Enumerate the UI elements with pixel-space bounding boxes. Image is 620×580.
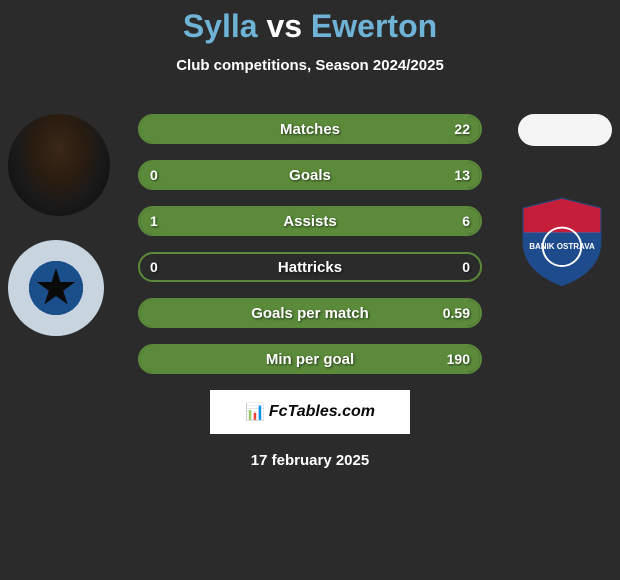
player1-column (8, 114, 110, 336)
stat-row: 1 Assists 6 (138, 206, 482, 236)
player2-avatar (518, 114, 612, 146)
stat-row: Matches 22 (138, 114, 482, 144)
stat-value-left: 0 (150, 259, 158, 275)
vs-text: vs (266, 8, 302, 44)
stat-label: Assists (283, 213, 336, 230)
footer-date: 17 february 2025 (0, 452, 620, 469)
source-badge: 📊 FcTables.com (210, 390, 410, 434)
subtitle: Club competitions, Season 2024/2025 (0, 57, 620, 74)
stat-value-left: 0 (150, 167, 158, 183)
source-text: FcTables.com (269, 403, 375, 421)
stat-label: Min per goal (266, 351, 354, 368)
stat-value-left: 1 (150, 213, 158, 229)
stat-value-right: 22 (454, 121, 470, 137)
player1-avatar (8, 114, 110, 216)
player1-club-badge (8, 240, 104, 336)
stat-row: 0 Hattricks 0 (138, 252, 482, 282)
stat-label: Goals per match (251, 305, 369, 322)
stat-value-right: 0.59 (443, 305, 470, 321)
stat-value-right: 0 (462, 259, 470, 275)
player2-column: BANIK OSTRAVA (518, 114, 612, 290)
club-right-label: BANIK OSTRAVA (514, 242, 610, 251)
stat-value-right: 6 (462, 213, 470, 229)
comparison-title: Sylla vs Ewerton (0, 8, 620, 45)
stat-label: Goals (289, 167, 331, 184)
stat-value-right: 190 (447, 351, 470, 367)
stat-row: Min per goal 190 (138, 344, 482, 374)
chart-icon: 📊 (245, 402, 265, 422)
stat-label: Hattricks (278, 259, 342, 276)
player1-name: Sylla (183, 8, 258, 44)
player2-name: Ewerton (311, 8, 437, 44)
stats-container: Matches 22 0 Goals 13 1 Assists 6 0 Hattricks 0 Goa… (138, 114, 482, 374)
stat-label: Matches (280, 121, 340, 138)
stat-row: 0 Goals 13 (138, 160, 482, 190)
stat-row: Goals per match 0.59 (138, 298, 482, 328)
stat-value-right: 13 (454, 167, 470, 183)
player2-club-badge: BANIK OSTRAVA (514, 194, 610, 290)
